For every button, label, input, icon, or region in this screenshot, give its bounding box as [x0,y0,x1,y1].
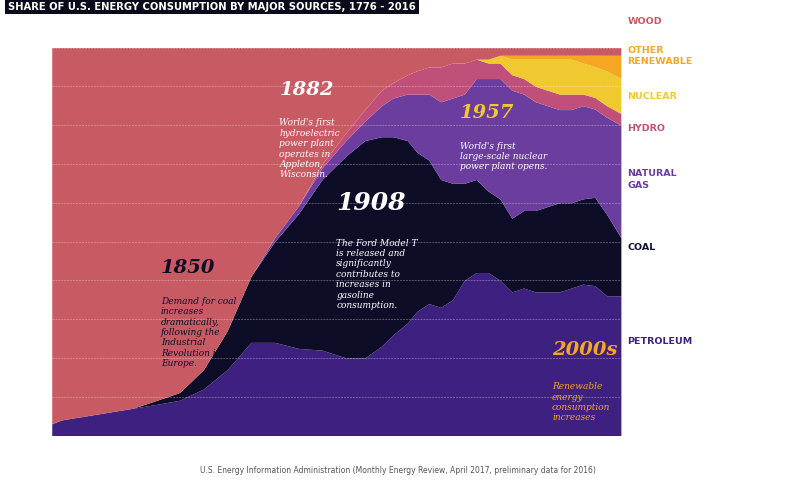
Text: 2000s: 2000s [552,340,618,358]
Text: PETROLEUM: PETROLEUM [627,337,693,346]
Text: 1850: 1850 [161,259,216,277]
Text: COAL: COAL [627,242,655,251]
Text: The Ford Model T
is released and
significantly
contributes to
increases in
gasol: The Ford Model T is released and signifi… [337,238,418,309]
Text: HYDRO: HYDRO [627,124,665,133]
Text: 1908: 1908 [337,191,406,215]
Text: 1882: 1882 [279,81,334,99]
Text: NATURAL
GAS: NATURAL GAS [627,169,677,189]
Text: 1957: 1957 [459,104,514,122]
Text: WOOD: WOOD [627,17,661,26]
Text: Demand for coal
increases
dramatically,
following the
Industrial
Revolution in
E: Demand for coal increases dramatically, … [161,296,236,367]
Text: NUCLEAR: NUCLEAR [627,92,677,101]
Text: Renewable
energy
consumption
increases: Renewable energy consumption increases [552,381,611,422]
Text: SHARE OF U.S. ENERGY CONSUMPTION BY MAJOR SOURCES, 1776 - 2016: SHARE OF U.S. ENERGY CONSUMPTION BY MAJO… [8,2,416,13]
Text: World's first
hydroelectric
power plant
operates in
Appleton,
Wisconsin.: World's first hydroelectric power plant … [279,118,340,179]
Text: U.S. Energy Information Administration (Monthly Energy Review, April 2017, preli: U.S. Energy Information Administration (… [200,465,596,474]
Text: World's first
large-scale nuclear
power plant opens.: World's first large-scale nuclear power … [459,141,547,171]
Text: OTHER
RENEWABLE: OTHER RENEWABLE [627,45,693,66]
Text: SHARE OF U.S. ENERGY CONSUMPTION BY MAJOR SOURCES, 1776 - 2016: SHARE OF U.S. ENERGY CONSUMPTION BY MAJO… [8,12,416,22]
